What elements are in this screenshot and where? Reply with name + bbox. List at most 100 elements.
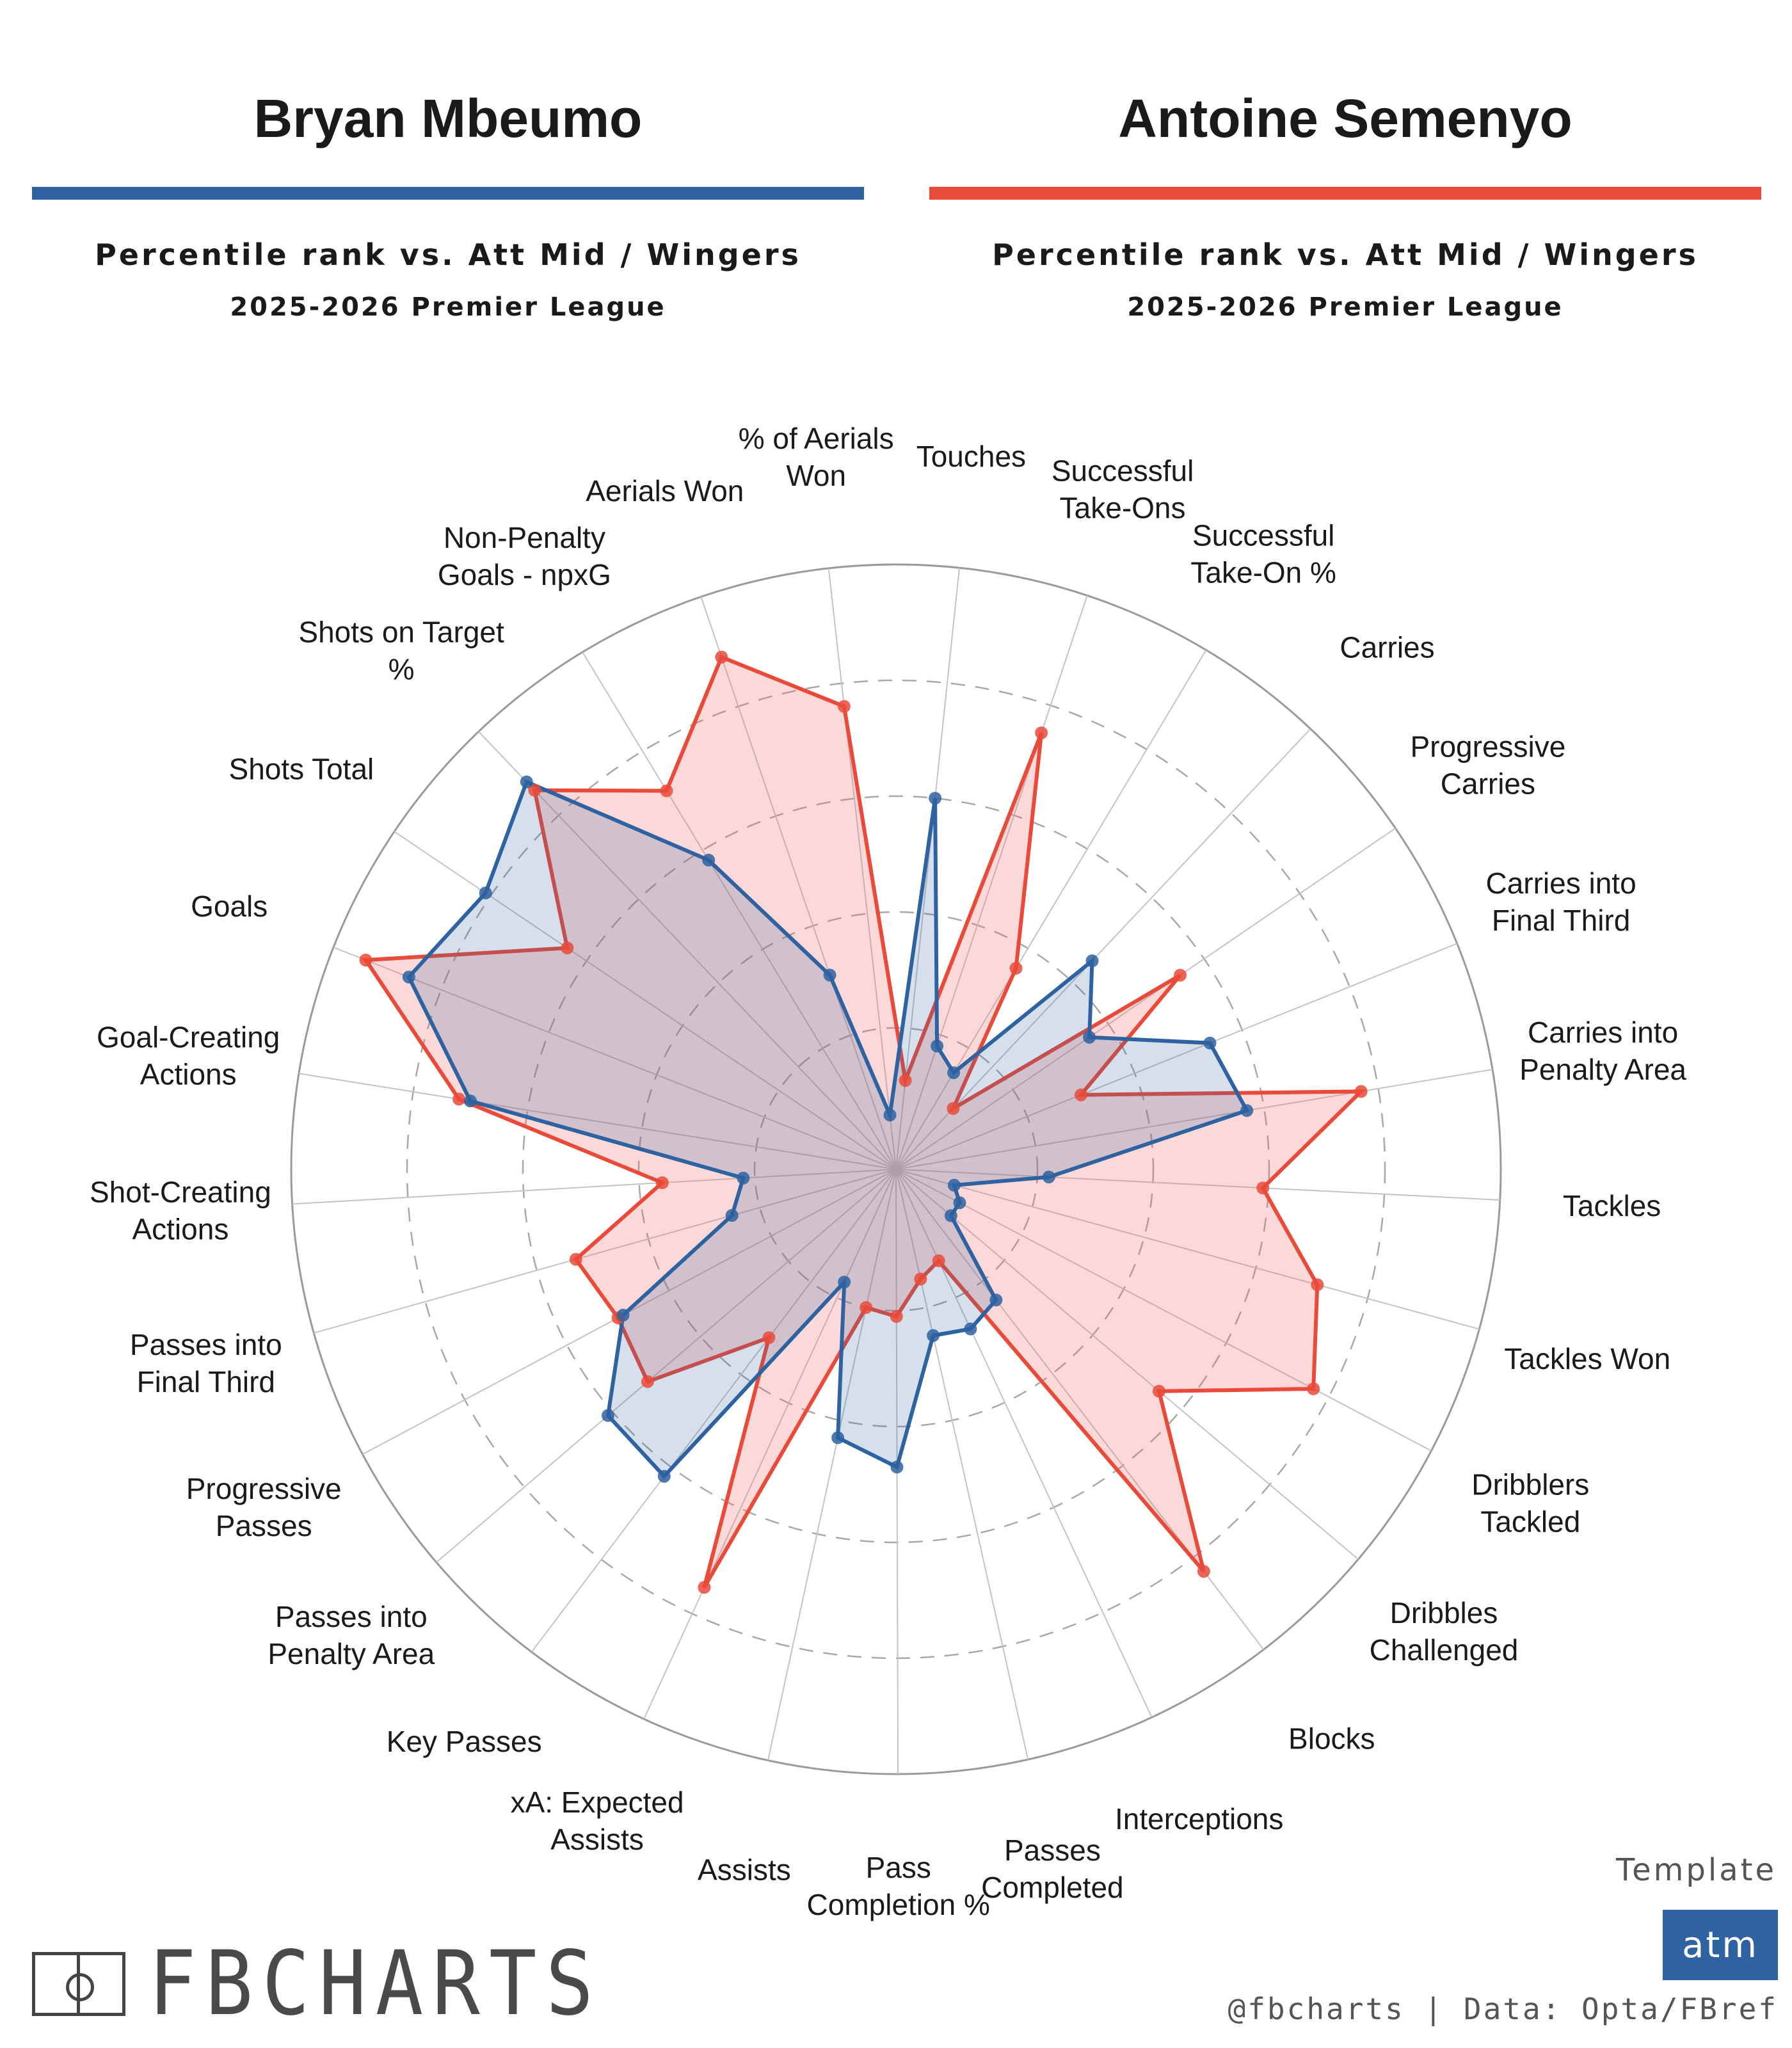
- spoke-line: [394, 831, 897, 1170]
- data-point-mbeumo: [929, 792, 942, 805]
- grid-ring-40: [637, 911, 1155, 1428]
- data-point-mbeumo: [479, 886, 492, 900]
- player-season-semenyo: 2025-2026 Premier League: [1127, 292, 1564, 322]
- axis-label: Key Passes: [387, 1725, 542, 1758]
- data-point-mbeumo: [616, 1308, 630, 1322]
- template-label: Template: [1615, 1852, 1777, 1888]
- data-point-semenyo: [1311, 1278, 1324, 1292]
- spoke-line: [292, 1169, 897, 1205]
- axis-label: Successful Take-Ons: [1052, 454, 1194, 524]
- data-point-semenyo: [1256, 1181, 1270, 1195]
- data-point-mbeumo: [838, 1276, 851, 1289]
- axis-label: Touches: [916, 440, 1026, 473]
- axis-label: Tackles Won: [1504, 1342, 1670, 1375]
- player-subtitle-semenyo: Percentile rank vs. Att Mid / Wingers: [992, 237, 1699, 272]
- data-point-semenyo: [899, 1074, 912, 1087]
- axis-label: Assists: [698, 1853, 791, 1887]
- data-point-semenyo: [1197, 1565, 1210, 1578]
- spoke-line: [767, 1169, 897, 1761]
- axis-label: Blocks: [1288, 1722, 1375, 1755]
- data-point-semenyo: [715, 650, 728, 664]
- spoke-line: [828, 568, 897, 1170]
- data-point-semenyo: [359, 954, 372, 967]
- data-point-semenyo: [528, 783, 541, 797]
- data-point-mbeumo: [953, 1196, 966, 1210]
- data-point-mbeumo: [944, 1209, 957, 1222]
- data-credit: @fbcharts | Data: Opta/FBref: [1228, 1992, 1778, 2026]
- axis-label: Dribblers Tackled: [1471, 1468, 1589, 1538]
- data-point-semenyo: [1174, 968, 1187, 982]
- axis-label: Pass Completion %: [807, 1851, 990, 1921]
- axis-label: Shots Total: [229, 753, 374, 786]
- player-season-mbeumo: 2025-2026 Premier League: [230, 292, 666, 322]
- axis-label: Dribbles Challenged: [1370, 1596, 1519, 1667]
- pitch-icon: [32, 1952, 125, 2016]
- data-point-mbeumo: [1085, 954, 1099, 968]
- series-area-mbeumo: [406, 779, 1250, 1480]
- axis-label: Carries: [1340, 630, 1434, 664]
- data-point-semenyo: [1354, 1085, 1368, 1098]
- spoke-line: [333, 947, 897, 1170]
- spoke-line: [531, 1169, 897, 1652]
- outer-ring: [290, 563, 1502, 1775]
- data-point-semenyo: [1307, 1382, 1320, 1395]
- template-badge: atm: [1663, 1910, 1778, 1980]
- axis-label: Goal-Creating Actions: [97, 1021, 280, 1091]
- spoke-line: [643, 1169, 897, 1720]
- data-point-mbeumo: [947, 1066, 961, 1080]
- data-point-semenyo: [914, 1272, 927, 1286]
- data-point-mbeumo: [883, 1108, 897, 1122]
- series-area-semenyo: [362, 654, 1366, 1588]
- data-point-mbeumo: [402, 970, 415, 984]
- data-point-semenyo: [569, 1252, 582, 1266]
- axis-label: Shots on Target%: [298, 616, 504, 686]
- data-point-mbeumo: [520, 775, 533, 788]
- spoke-line: [895, 728, 1311, 1170]
- data-point-semenyo: [1153, 1384, 1165, 1398]
- axis-label: Interceptions: [1115, 1802, 1283, 1836]
- data-point-semenyo: [561, 941, 574, 955]
- spoke-line: [314, 1169, 897, 1334]
- data-point-semenyo: [860, 1301, 873, 1314]
- axis-label: Progressive Carries: [1410, 730, 1565, 800]
- grid-ring-60: [522, 795, 1270, 1544]
- data-point-semenyo: [890, 1310, 903, 1323]
- player-bar-semenyo: [929, 187, 1761, 200]
- spoke-line: [895, 568, 961, 1170]
- data-point-semenyo: [660, 784, 673, 797]
- spoke-line: [895, 1169, 1359, 1560]
- data-point-semenyo: [762, 1331, 776, 1345]
- spoke-line: [895, 650, 1207, 1170]
- data-point-semenyo: [837, 700, 851, 713]
- axis-label: Carries into Penalty Area: [1519, 1016, 1686, 1086]
- player-bar-mbeumo: [32, 187, 864, 200]
- data-point-semenyo: [452, 1092, 466, 1106]
- data-point-mbeumo: [1083, 1030, 1096, 1044]
- data-point-semenyo: [947, 1102, 960, 1115]
- data-point-mbeumo: [725, 1209, 739, 1222]
- axis-label: Non-Penalty Goals - npxG: [438, 521, 611, 591]
- player-subtitle-mbeumo: Percentile rank vs. Att Mid / Wingers: [95, 237, 801, 272]
- data-point-mbeumo: [1203, 1036, 1217, 1050]
- radar-series: [359, 650, 1368, 1594]
- data-point-mbeumo: [989, 1293, 1003, 1307]
- spoke-line: [895, 943, 1458, 1170]
- axis-label: Shot-Creating Actions: [90, 1175, 271, 1245]
- data-point-mbeumo: [831, 1431, 845, 1444]
- axis-label: Goals: [191, 890, 268, 923]
- axis-label: Tackles: [1563, 1189, 1661, 1222]
- axis-label: Passes into Final Third: [130, 1328, 282, 1398]
- axis-label: xA: Expected Assists: [511, 1786, 684, 1856]
- spoke-line: [700, 596, 897, 1170]
- axis-label: % of Aerials Won: [739, 422, 894, 492]
- axis-label: Passes Completed: [981, 1834, 1123, 1904]
- axis-label: Aerials Won: [586, 474, 744, 508]
- data-point-semenyo: [1009, 961, 1023, 975]
- data-point-mbeumo: [737, 1171, 750, 1185]
- data-point-mbeumo: [702, 853, 716, 867]
- data-point-mbeumo: [602, 1409, 614, 1422]
- data-point-mbeumo: [927, 1329, 940, 1342]
- data-point-mbeumo: [464, 1094, 477, 1108]
